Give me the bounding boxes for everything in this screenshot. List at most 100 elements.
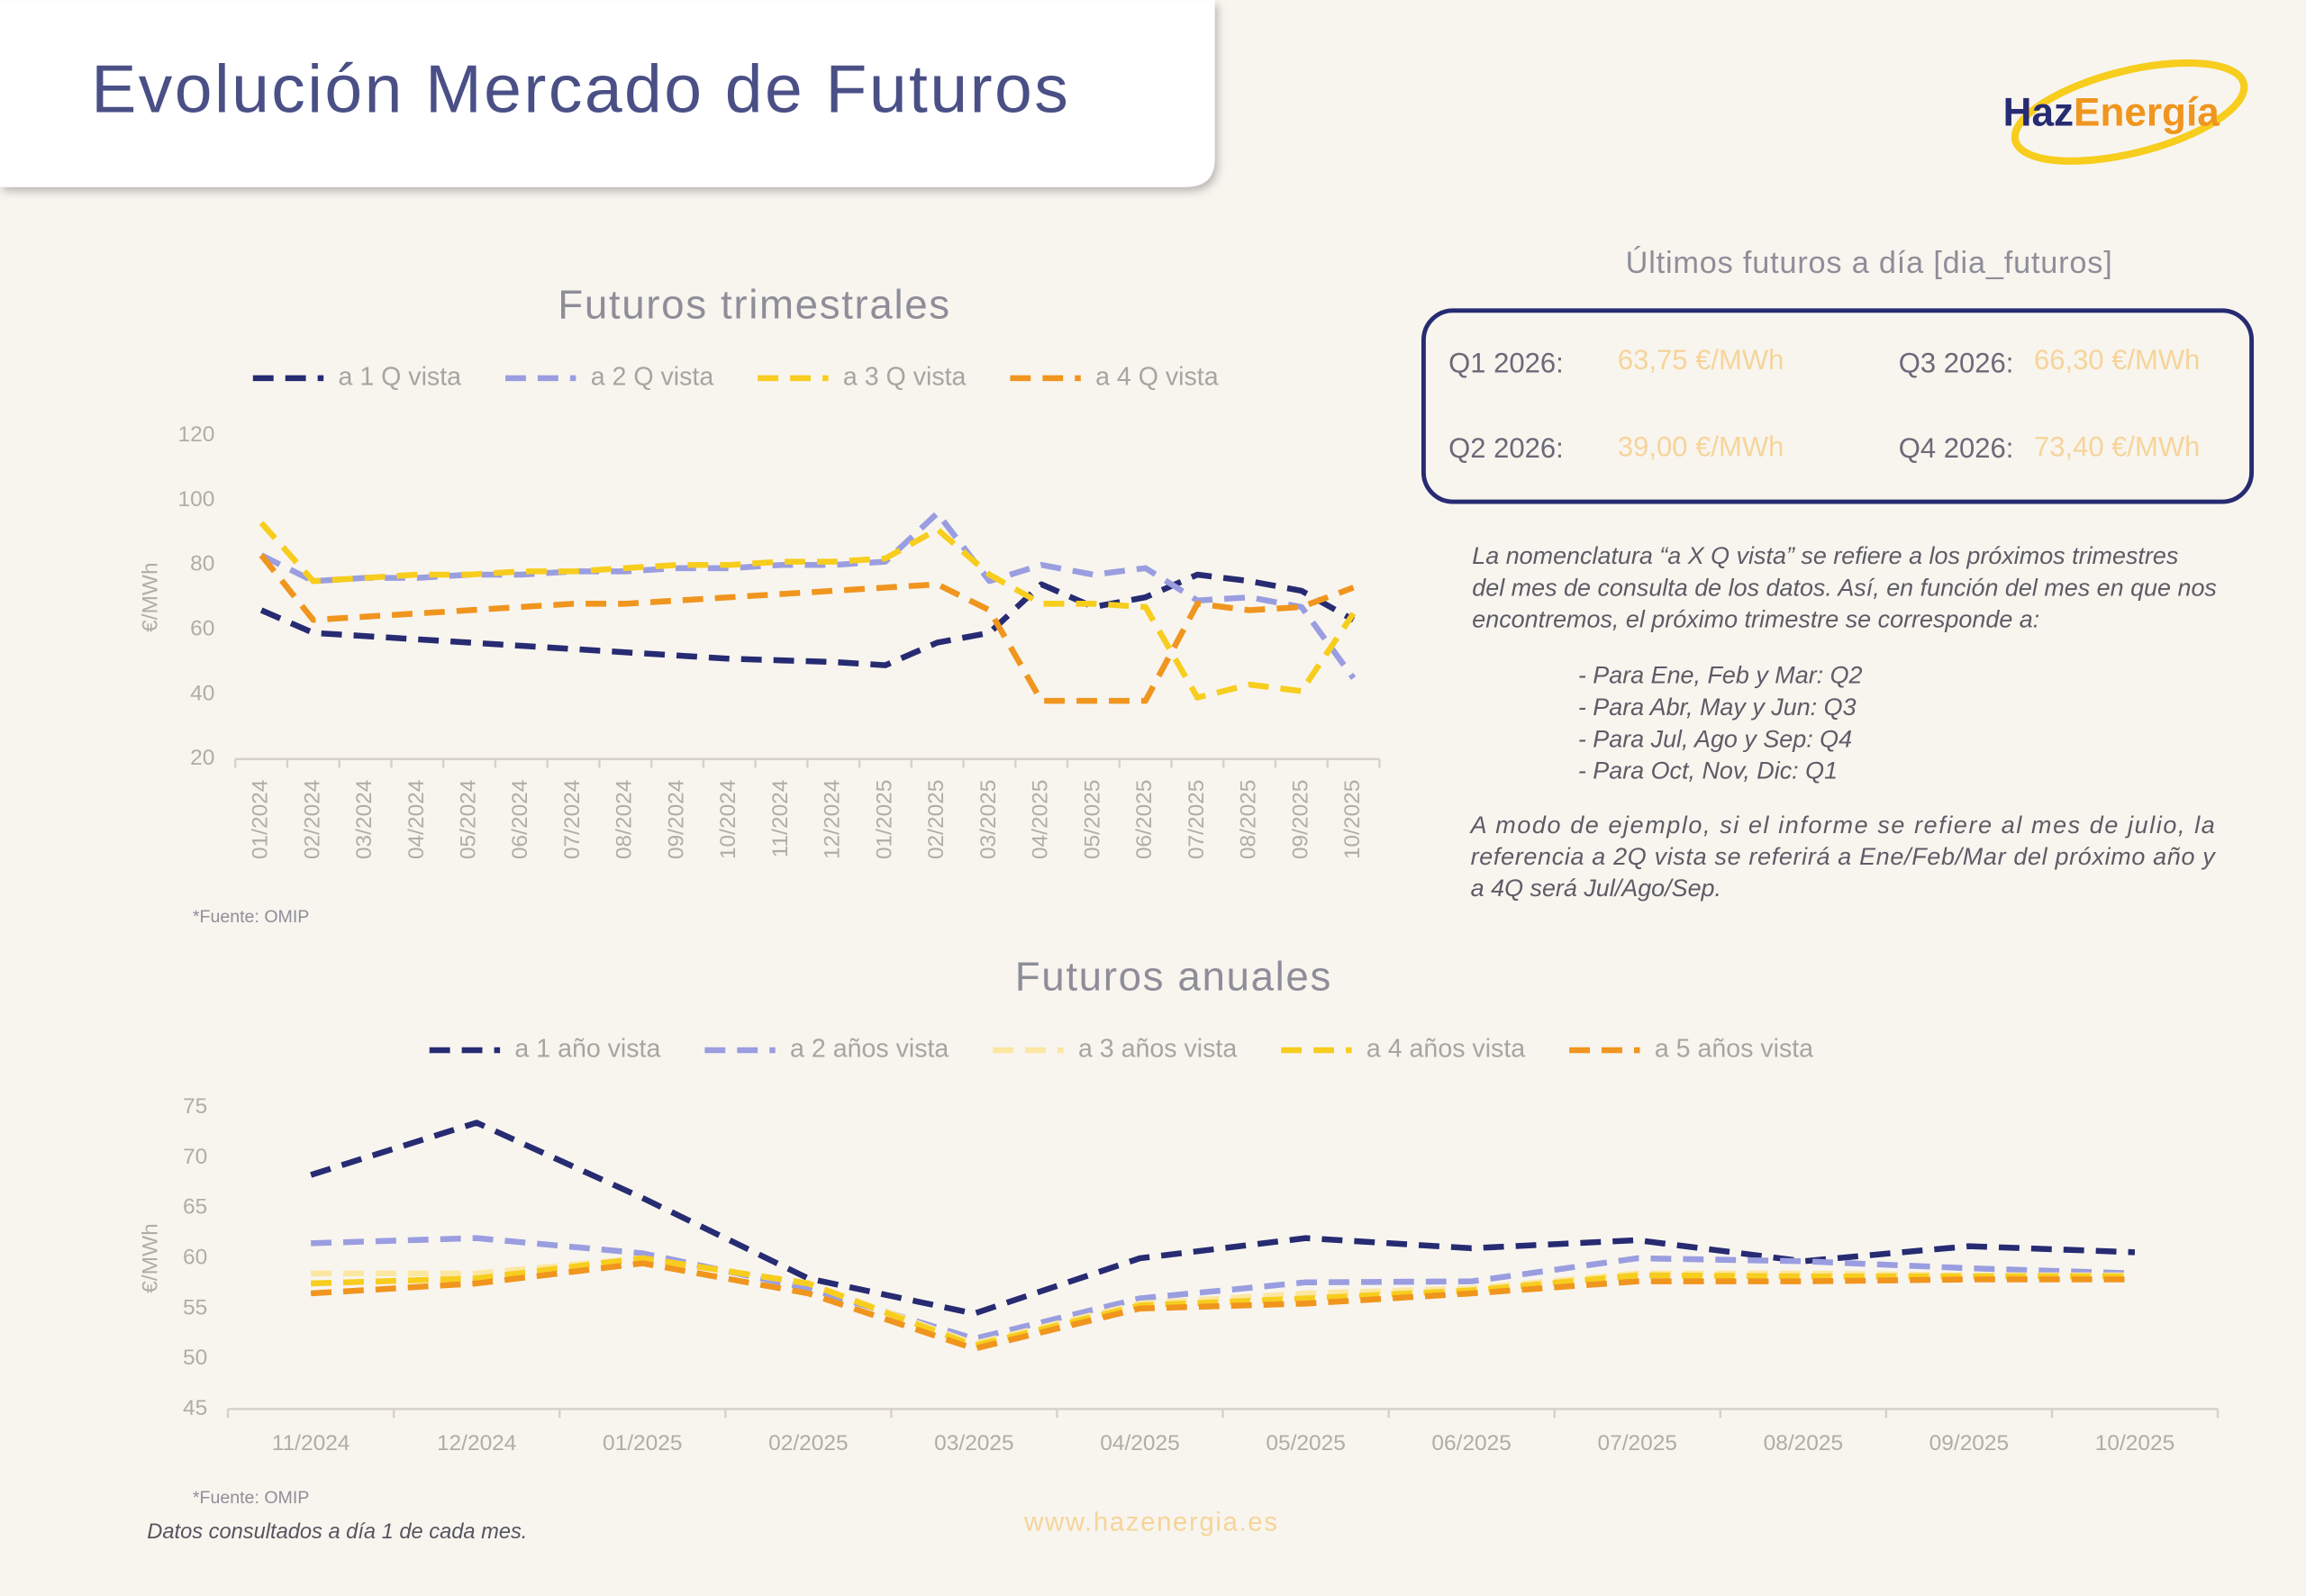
x-tick-label: 01/2025 — [603, 1431, 682, 1455]
logo-part: Energía — [2074, 90, 2220, 134]
x-tick-label: 05/2024 — [457, 780, 481, 859]
x-tick-label: 01/2024 — [249, 780, 273, 859]
note-line: a 4Q será Jul/Ago/Sep. — [1471, 875, 1721, 902]
logo-part: Haz — [2003, 90, 2074, 134]
x-tick-label: 04/2025 — [1100, 1431, 1179, 1455]
note-list-item: - Para Jul, Ago y Sep: Q4 — [1578, 725, 1852, 752]
x-tick-label: 10/2025 — [1340, 780, 1365, 859]
y-tick-label: 70 — [183, 1145, 207, 1169]
legend-label: a 2 Q vista — [591, 362, 714, 391]
x-tick-label: 11/2024 — [768, 780, 793, 858]
y-tick-label: 45 — [183, 1396, 207, 1420]
page-title: Evolución Mercado de Futuros — [91, 51, 1070, 127]
note-line: A modo de ejemplo, si el informe se refi… — [1469, 812, 2215, 839]
note-line: del mes de consulta de los datos. Así, e… — [1472, 574, 2217, 601]
x-tick-label: 09/2025 — [1288, 780, 1312, 859]
x-tick-label: 10/2024 — [716, 780, 740, 859]
x-tick-label: 09/2024 — [664, 780, 688, 859]
latest-value: 73,40 €/MWh — [2034, 431, 2200, 462]
y-tick-label: 40 — [190, 681, 214, 705]
source-note: *Fuente: OMIP — [193, 907, 309, 927]
x-tick-label: 07/2025 — [1185, 780, 1209, 859]
y-tick-label: 75 — [183, 1094, 207, 1119]
y-tick-label: 20 — [190, 746, 214, 770]
x-tick-label: 08/2025 — [1764, 1431, 1843, 1455]
header-panel — [0, 0, 1215, 187]
y-tick-label: 100 — [178, 487, 215, 512]
x-tick-label: 06/2024 — [508, 780, 532, 859]
latest-label: Q4 2026: — [1899, 432, 2014, 464]
logo-text: HazEnergía — [2003, 90, 2220, 134]
x-tick-label: 01/2025 — [872, 780, 896, 859]
legend-label: a 4 Q vista — [1095, 362, 1219, 391]
legend-label: a 3 años vista — [1078, 1035, 1237, 1064]
note-list-item: - Para Abr, May y Jun: Q3 — [1578, 694, 1857, 721]
y-tick-label: 60 — [190, 617, 214, 641]
x-tick-label: 06/2025 — [1132, 780, 1157, 859]
x-tick-label: 08/2024 — [613, 780, 637, 859]
legend-label: a 2 años vista — [790, 1035, 949, 1064]
x-tick-label: 10/2025 — [2095, 1431, 2174, 1455]
latest-label: Q3 2026: — [1899, 347, 2014, 378]
y-tick-label: 120 — [178, 422, 215, 447]
x-tick-label: 11/2024 — [272, 1431, 350, 1455]
series-line — [259, 510, 1357, 680]
x-tick-label: 03/2024 — [352, 780, 377, 859]
series-line — [311, 1255, 2135, 1349]
y-tick-label: 55 — [183, 1295, 207, 1319]
notes: La nomenclatura “a X Q vista” se refiere… — [1469, 542, 2217, 902]
latest-label: Q1 2026: — [1448, 347, 1564, 378]
y-axis-label: €/MWh — [139, 562, 163, 632]
x-tick-label: 12/2024 — [437, 1431, 516, 1455]
latest-label: Q2 2026: — [1448, 432, 1564, 464]
x-tick-label: 09/2025 — [1929, 1431, 2009, 1455]
x-tick-label: 04/2024 — [404, 780, 429, 859]
note-list-item: - Para Oct, Nov, Dic: Q1 — [1578, 757, 1838, 784]
x-tick-label: 02/2024 — [300, 780, 324, 859]
legend-label: a 4 años vista — [1366, 1035, 1525, 1064]
x-tick-label: 04/2025 — [1029, 780, 1053, 859]
note-line: La nomenclatura “a X Q vista” se refiere… — [1472, 542, 2178, 569]
x-tick-label: 12/2024 — [821, 780, 845, 859]
x-tick-label: 07/2025 — [1598, 1431, 1677, 1455]
y-tick-label: 65 — [183, 1195, 207, 1220]
logo-ring — [2011, 59, 2248, 165]
latest-value: 66,30 €/MWh — [2034, 344, 2200, 376]
latest-box — [1421, 308, 2255, 504]
series-line — [310, 1260, 2135, 1352]
x-tick-label: 02/2025 — [768, 1431, 848, 1455]
legend-label: a 5 años vista — [1655, 1035, 1813, 1064]
y-tick-label: 80 — [190, 552, 214, 576]
latest-value: 63,75 €/MWh — [1618, 344, 1784, 376]
chart-title: Futuros anuales — [1015, 954, 1332, 1000]
x-tick-label: 06/2025 — [1431, 1431, 1511, 1455]
series-line — [259, 553, 1355, 704]
latest-title: Últimos futuros a día [dia_futuros] — [1626, 245, 2113, 280]
x-tick-label: 07/2024 — [560, 780, 585, 859]
latest-value: 39,00 €/MWh — [1618, 431, 1784, 462]
series-line — [311, 1235, 2136, 1342]
x-tick-label: 02/2025 — [924, 780, 949, 859]
y-axis-label: €/MWh — [139, 1223, 163, 1293]
series-line — [310, 1120, 2136, 1317]
source-note: *Fuente: OMIP — [193, 1488, 309, 1508]
y-tick-label: 50 — [183, 1346, 207, 1370]
legend-label: a 3 Q vista — [843, 362, 967, 391]
x-tick-label: 05/2025 — [1080, 780, 1104, 859]
footer-note: Datos consultados a día 1 de cada mes. — [147, 1520, 527, 1544]
legend-label: a 1 Q vista — [339, 362, 462, 391]
x-tick-label: 05/2025 — [1266, 1431, 1345, 1455]
chart-title: Futuros trimestrales — [558, 282, 950, 328]
note-line: encontremos, el próximo trimestre se cor… — [1472, 605, 2039, 632]
footer-url: www.hazenergia.es — [1023, 1507, 1278, 1537]
y-tick-label: 60 — [183, 1245, 207, 1269]
x-tick-label: 08/2025 — [1237, 780, 1261, 859]
note-list-item: - Para Ene, Feb y Mar: Q2 — [1578, 661, 1863, 688]
x-tick-label: 03/2025 — [934, 1431, 1013, 1455]
series-line — [259, 521, 1357, 701]
x-tick-label: 03/2025 — [976, 780, 1001, 859]
legend-label: a 1 año vista — [514, 1035, 660, 1064]
